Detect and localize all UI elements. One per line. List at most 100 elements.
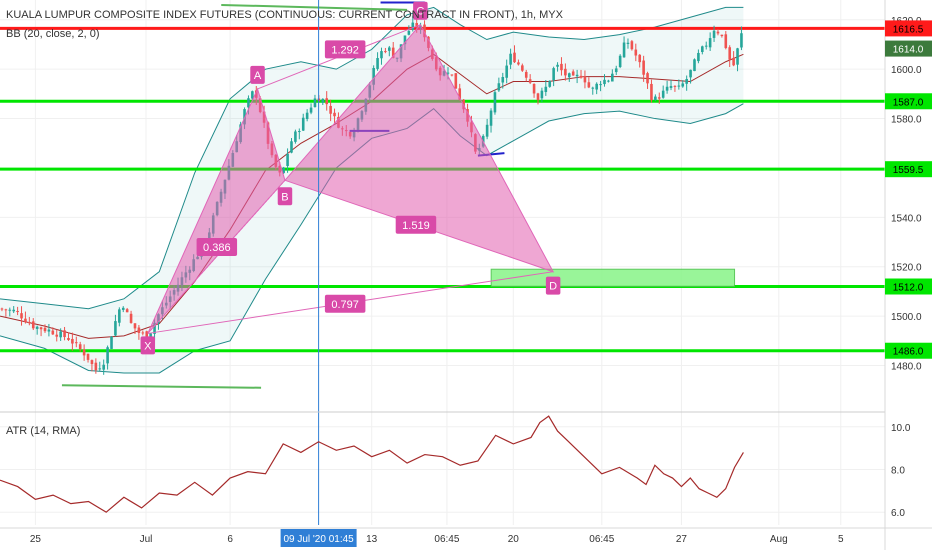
candle-body — [376, 58, 379, 69]
candle-body — [384, 51, 387, 53]
harmonic-point-a-text: A — [254, 70, 262, 82]
last-price-tag-box — [885, 40, 932, 57]
candle-body — [286, 153, 289, 166]
candle-body — [556, 64, 559, 67]
harmonic-point-d: D — [545, 276, 561, 295]
time-axis-tick: 06:45 — [434, 534, 459, 545]
candle-body — [153, 322, 156, 334]
candle-body — [575, 74, 579, 77]
harmonic-point-x-text: X — [144, 340, 152, 352]
candle-body — [630, 41, 634, 50]
candle-body — [118, 309, 121, 323]
time-axis-tick: 13 — [366, 534, 378, 545]
candle-body — [642, 60, 645, 75]
level-price-tag-box — [885, 342, 932, 359]
candle-body — [611, 73, 614, 82]
candle-body — [509, 53, 512, 65]
candle-body — [458, 88, 462, 100]
candle-body — [388, 47, 391, 51]
harmonic-ratio-label-text: 0.797 — [331, 299, 359, 311]
harmonic-point-c: C — [413, 1, 428, 20]
candle-body — [71, 338, 74, 344]
marker-line — [61, 384, 262, 389]
candle-body — [704, 45, 708, 47]
candle-body — [102, 364, 105, 370]
harmonic-point-d-box — [545, 276, 561, 295]
time-axis-tick: 20 — [508, 534, 520, 545]
candle-body — [560, 63, 563, 71]
candle-body — [329, 105, 332, 114]
candle-body — [665, 86, 669, 91]
atr-indicator-label[interactable]: ATR (14, RMA) — [6, 425, 81, 437]
price-axis-tick: 1600.0 — [891, 65, 922, 76]
harmonic-ratio-label-box — [196, 237, 238, 256]
harmonic-point-d-text: D — [549, 281, 557, 293]
candle-body — [247, 98, 250, 108]
candle-body — [712, 30, 716, 38]
candle-body — [661, 90, 665, 98]
candle-body — [677, 85, 681, 87]
candle-body — [133, 323, 137, 329]
candle-body — [20, 313, 23, 319]
time-axis-tick: Aug — [770, 534, 788, 545]
candle-body — [59, 331, 62, 338]
level-price-tag-box — [885, 93, 932, 110]
candle-body — [121, 307, 125, 310]
candle-body — [391, 47, 395, 58]
candle-body — [333, 112, 336, 117]
candle-body — [4, 309, 8, 311]
candle-body — [587, 82, 591, 88]
harmonic-ratio-label-text: 1.519 — [402, 220, 430, 232]
last-price-tag: 1614.0 — [885, 40, 932, 57]
candle-body — [325, 98, 329, 105]
level-price-tag-box — [885, 278, 932, 295]
candle-body — [708, 38, 712, 48]
candle-body — [607, 80, 610, 82]
harmonic-ratio-label-box — [324, 294, 366, 313]
candle-body — [528, 79, 532, 83]
candle-body — [251, 91, 254, 99]
candle-body — [697, 52, 700, 62]
candle-body — [532, 83, 536, 94]
candle-body — [485, 124, 489, 137]
candle-body — [78, 344, 82, 350]
candle-body — [407, 30, 411, 35]
price-axis-tick: 1540.0 — [891, 213, 922, 224]
candle-body — [145, 331, 149, 339]
candle-body — [282, 167, 285, 173]
candle-body — [654, 96, 657, 100]
level-price-tag: 1486.0 — [885, 342, 932, 359]
candle-body — [47, 329, 51, 332]
candle-body — [669, 86, 673, 88]
candle-body — [591, 87, 595, 89]
price-axis-tick: 1500.0 — [891, 312, 922, 323]
candle-body — [298, 131, 301, 133]
candle-body — [614, 68, 618, 73]
level-price-tag: 1512.0 — [885, 278, 932, 295]
bb-indicator-label[interactable]: BB (20, close, 2, 0) — [6, 28, 100, 40]
candle-body — [693, 59, 696, 72]
level-price-tag-text: 1587.0 — [893, 97, 924, 108]
candle-body — [51, 330, 55, 335]
time-axis-tick: Jul — [140, 534, 153, 545]
harmonic-ratio-label-box — [395, 215, 437, 234]
level-price-tag: 1559.5 — [885, 161, 932, 178]
candle-body — [94, 362, 98, 371]
candle-body — [0, 308, 4, 310]
harmonic-point-x: X — [140, 336, 156, 355]
price-axis-tick: 1520.0 — [891, 263, 922, 274]
harmonic-point-a: A — [250, 65, 265, 84]
candle-body — [579, 75, 583, 78]
harmonic-ratio-label: 1.292 — [324, 40, 366, 59]
harmonic-point-c-text: C — [416, 6, 424, 18]
candle-body — [149, 333, 152, 340]
candle-body — [98, 368, 102, 370]
candle-body — [403, 35, 407, 45]
candle-body — [544, 86, 548, 92]
candle-body — [67, 338, 70, 340]
harmonic-point-b-text: B — [281, 191, 288, 203]
candle-body — [446, 72, 450, 74]
candle-body — [313, 98, 317, 107]
